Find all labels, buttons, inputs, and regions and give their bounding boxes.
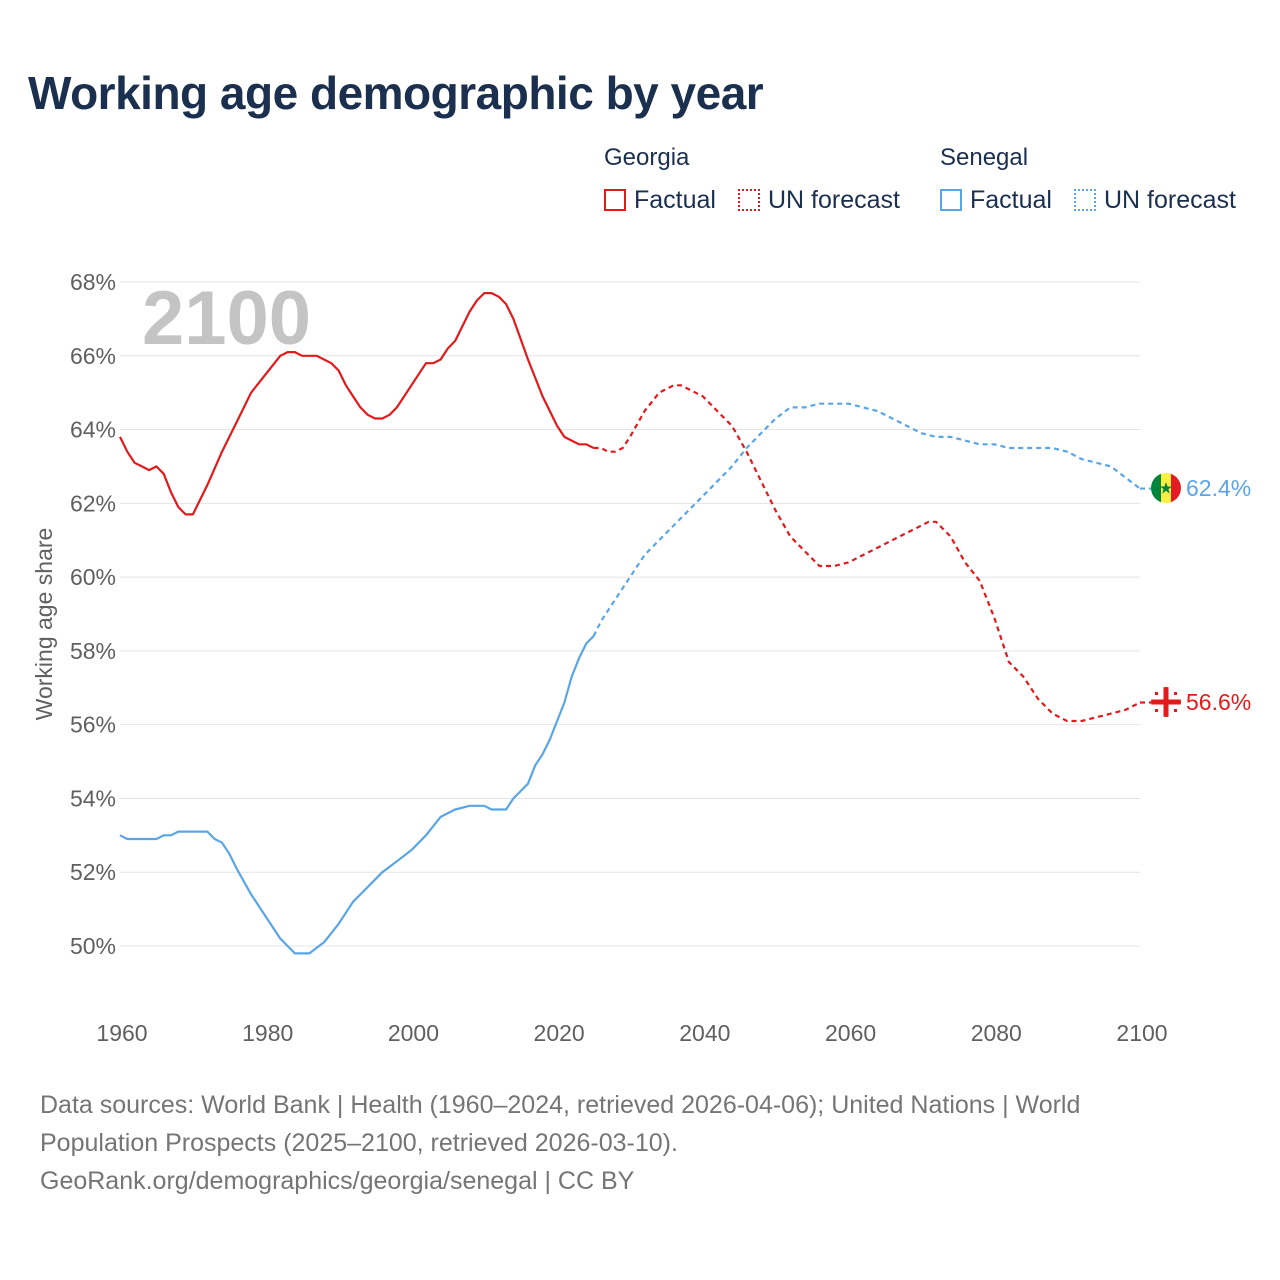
legend-swatch-georgia-forecast [738, 189, 760, 211]
y-tick-label: 64% [70, 417, 116, 443]
x-tick-label: 2060 [825, 1020, 876, 1046]
gridlines [120, 281, 1140, 947]
year-watermark: 2100 [142, 276, 311, 361]
senegal-flag-icon[interactable] [1151, 473, 1181, 503]
legend-georgia-forecast[interactable]: UN forecast [738, 186, 900, 214]
legend-georgia-label: Georgia [604, 144, 690, 171]
y-tick-label: 60% [70, 564, 116, 590]
georgia-factual-line[interactable] [119, 292, 595, 516]
senegal-factual-line[interactable] [119, 635, 595, 955]
y-tick-label: 66% [70, 343, 116, 369]
legend-georgia-factual[interactable]: Factual [604, 186, 716, 214]
sources-line-1: Data sources: World Bank | Health (1960–… [40, 1091, 1081, 1119]
series-lines [119, 292, 1151, 955]
senegal-end-value: 62.4% [1186, 475, 1251, 501]
legend-swatch-georgia-factual [604, 189, 626, 211]
y-tick-label: 62% [70, 490, 116, 516]
legend-senegal-label: Senegal [940, 144, 1029, 171]
y-tick-label: 68% [70, 269, 116, 295]
legend-swatch-senegal-forecast [1074, 189, 1096, 211]
georgia-end-value: 56.6% [1186, 689, 1251, 715]
legend-senegal-factual[interactable]: Factual [940, 186, 1052, 214]
line-chart: 50% 52% 54% 56% 58% 60% 62% 64% 66% 68% 1960 1980 2… [31, 269, 1251, 1046]
legend-senegal-forecast[interactable]: UN forecast [1074, 186, 1236, 214]
legend-senegal-forecast-label: UN forecast [1104, 185, 1236, 214]
legend-swatch-senegal-factual [940, 189, 962, 211]
y-tick-label: 50% [70, 933, 116, 959]
x-tick-label: 2100 [1116, 1020, 1167, 1046]
georgia-forecast-line[interactable] [593, 384, 1141, 723]
georgia-flag-icon[interactable] [1151, 687, 1181, 717]
data-sources: Data sources: World Bank | Health (1960–… [40, 1086, 1240, 1200]
sources-line-2: Population Prospects (2025–2100, retriev… [40, 1129, 678, 1157]
x-tick-label: 2020 [534, 1020, 585, 1046]
sources-line-3[interactable]: GeoRank.org/demographics/georgia/senegal… [40, 1167, 635, 1195]
y-tick-label: 52% [70, 859, 116, 885]
x-tick-label: 2040 [679, 1020, 730, 1046]
x-tick-label: 1960 [96, 1020, 147, 1046]
legend-georgia-factual-label: Factual [634, 185, 716, 214]
y-tick-label: 54% [70, 785, 116, 811]
x-axis-ticks: 1960 1980 2000 2020 2040 2060 2080 2100 [96, 1020, 1167, 1046]
y-axis-ticks: 50% 52% 54% 56% 58% 60% 62% 64% 66% 68% [70, 269, 116, 959]
chart-title: Working age demographic by year [28, 67, 764, 119]
y-tick-label: 58% [70, 638, 116, 664]
legend-senegal-factual-label: Factual [970, 185, 1052, 214]
senegal-forecast-line[interactable] [592, 402, 1141, 637]
legend-georgia-forecast-label: UN forecast [768, 185, 900, 214]
y-axis-label: Working age share [31, 528, 57, 721]
y-tick-label: 56% [70, 712, 116, 738]
x-tick-label: 2080 [971, 1020, 1022, 1046]
x-tick-label: 2000 [388, 1020, 439, 1046]
x-tick-label: 1980 [242, 1020, 293, 1046]
